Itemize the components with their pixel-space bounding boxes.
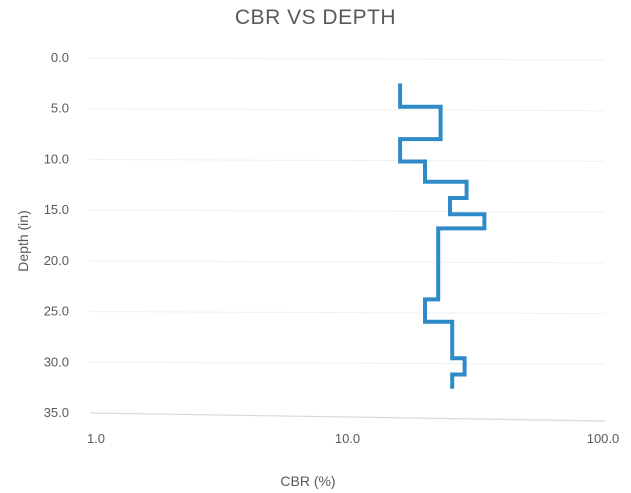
gridline-y-4	[89, 260, 606, 264]
y-tick-label: 30.0	[44, 354, 69, 369]
chart-title: CBR VS DEPTH	[234, 6, 397, 29]
y-tick-label: 35.0	[44, 405, 69, 420]
gridline-y-6	[89, 361, 606, 365]
x-tick-labels: 1.0 10.0 100.0	[87, 431, 619, 446]
x-tick-label: 100.0	[587, 431, 620, 446]
series-line-0	[398, 83, 487, 389]
x-tick-label: 10.0	[335, 431, 360, 446]
y-tick-label: 10.0	[44, 151, 69, 166]
x-axis-line	[89, 412, 606, 422]
y-tick-label: 20.0	[44, 253, 69, 268]
y-axis-label: Depth (in)	[15, 210, 31, 271]
y-tick-labels: 0.0 5.0 10.0 15.0 20.0 25.0 30.0 35.0	[44, 50, 69, 420]
y-tick-label: 15.0	[44, 202, 69, 217]
y-tick-label: 25.0	[44, 304, 69, 319]
gridline-y-2	[89, 158, 606, 162]
gridline-y-5	[89, 311, 606, 315]
gridline-y-1	[89, 108, 606, 112]
y-tick-label: 0.0	[51, 50, 69, 65]
series-layer	[398, 83, 487, 389]
grid-layer	[89, 57, 606, 365]
x-axis-label: CBR (%)	[280, 473, 335, 489]
gridline-y-0	[89, 57, 606, 61]
x-tick-label: 1.0	[87, 431, 105, 446]
gridline-y-3	[89, 209, 606, 213]
y-tick-label: 5.0	[51, 101, 69, 116]
